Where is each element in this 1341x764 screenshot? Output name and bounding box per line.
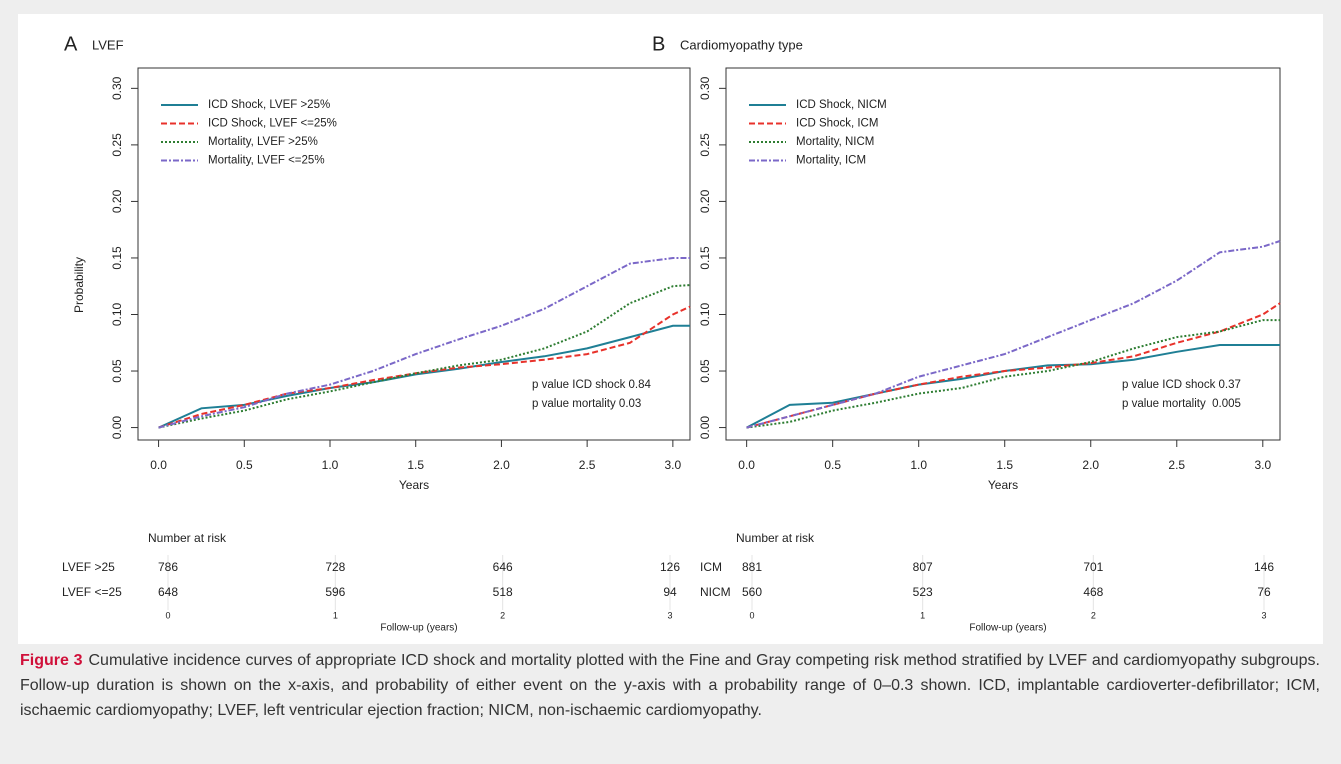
y-tick-label: 0.10 — [698, 302, 712, 326]
series-line — [746, 319, 1280, 429]
y-tick-label: 0.20 — [698, 189, 712, 213]
x-tick-label: 0.0 — [150, 458, 167, 472]
risk-value: 468 — [1083, 585, 1103, 599]
risk-tick-label: 0 — [165, 610, 170, 620]
figure — [18, 14, 1323, 644]
x-tick-label: 0.5 — [824, 458, 841, 472]
risk-value: 523 — [913, 585, 933, 599]
risk-row-label: LVEF >25 — [62, 560, 115, 574]
x-tick-label: 0.5 — [236, 458, 253, 472]
series-line — [158, 305, 691, 429]
plot-frame — [137, 67, 691, 441]
risk-title: Number at risk — [736, 531, 815, 545]
x-tick-label: 2.5 — [1168, 458, 1185, 472]
risk-x-label: Follow-up (years) — [380, 623, 457, 634]
series-line — [158, 257, 690, 429]
risk-tick-label: 0 — [749, 610, 754, 620]
y-tick-label: 0.00 — [110, 416, 124, 440]
risk-tick-label: 1 — [920, 610, 925, 620]
y-tick-label: 0.05 — [698, 359, 712, 383]
risk-value: 701 — [1083, 560, 1103, 574]
y-tick-label: 0.05 — [110, 359, 124, 383]
legend-label: ICD Shock, LVEF >25% — [208, 99, 330, 111]
risk-value: 648 — [158, 585, 178, 599]
risk-title: Number at risk — [148, 531, 227, 545]
annotation: p value ICD shock 0.84 — [532, 379, 652, 391]
risk-value: 728 — [325, 560, 345, 574]
risk-value: 807 — [913, 560, 933, 574]
panel-title: LVEF — [92, 37, 124, 52]
legend-label: ICD Shock, NICM — [796, 99, 887, 111]
x-tick-label: 2.5 — [579, 458, 596, 472]
y-tick-label: 0.10 — [110, 302, 124, 326]
risk-tick-label: 2 — [500, 610, 505, 620]
series-line — [746, 344, 1280, 429]
y-axis-label: Probability — [72, 257, 86, 313]
x-tick-label: 1.5 — [996, 458, 1013, 472]
annotation: p value mortality 0.03 — [532, 398, 641, 410]
risk-value: 94 — [663, 585, 677, 599]
risk-value: 881 — [742, 560, 762, 574]
x-tick-label: 3.0 — [665, 458, 682, 472]
y-tick-label: 0.25 — [110, 133, 124, 157]
caption-text: Cumulative incidence curves of appropria… — [20, 652, 1321, 719]
x-tick-label: 2.0 — [1082, 458, 1099, 472]
risk-value: 126 — [660, 560, 680, 574]
risk-row-label: LVEF <=25 — [62, 585, 122, 599]
x-tick-label: 2.0 — [493, 458, 510, 472]
risk-tick-label: 2 — [1091, 610, 1096, 620]
legend-label: Mortality, LVEF <=25% — [208, 155, 325, 167]
caption-label: Figure 3 — [20, 652, 83, 669]
series-line — [158, 284, 691, 429]
risk-tick-label: 1 — [333, 610, 338, 620]
caption: Figure 3 Cumulative incidence curves of a… — [20, 648, 1320, 723]
series-line — [746, 240, 1281, 429]
x-axis-label: Years — [988, 478, 1018, 492]
plot-frame — [725, 67, 1281, 441]
legend-label: Mortality, ICM — [796, 155, 866, 167]
x-tick-label: 1.0 — [910, 458, 927, 472]
risk-value: 518 — [493, 585, 513, 599]
risk-value: 786 — [158, 560, 178, 574]
y-tick-label: 0.20 — [110, 189, 124, 213]
y-tick-label: 0.30 — [698, 76, 712, 100]
series-line — [158, 324, 690, 429]
risk-value: 646 — [493, 560, 513, 574]
y-tick-label: 0.30 — [110, 76, 124, 100]
x-axis-label: Years — [399, 478, 429, 492]
risk-value: 560 — [742, 585, 762, 599]
annotation: p value ICD shock 0.37 — [1122, 379, 1241, 391]
legend-label: Mortality, LVEF >25% — [208, 136, 318, 148]
risk-tick-label: 3 — [1261, 610, 1266, 620]
risk-value: 596 — [325, 585, 345, 599]
panel-letter: B — [652, 33, 665, 55]
risk-row-label: NICM — [700, 585, 731, 599]
x-tick-label: 1.0 — [322, 458, 339, 472]
panel-letter: A — [64, 33, 78, 55]
y-tick-label: 0.15 — [110, 246, 124, 270]
risk-row-label: ICM — [700, 560, 722, 574]
legend-label: ICD Shock, LVEF <=25% — [208, 118, 337, 130]
y-tick-label: 0.25 — [698, 133, 712, 157]
x-tick-label: 3.0 — [1254, 458, 1271, 472]
legend-label: Mortality, NICM — [796, 136, 874, 148]
risk-x-label: Follow-up (years) — [969, 623, 1046, 634]
y-tick-label: 0.00 — [698, 416, 712, 440]
risk-value: 76 — [1257, 585, 1271, 599]
legend-label: ICD Shock, ICM — [796, 118, 878, 130]
risk-value: 146 — [1254, 560, 1274, 574]
risk-tick-label: 3 — [667, 610, 672, 620]
y-tick-label: 0.15 — [698, 246, 712, 270]
annotation: p value mortality 0.005 — [1122, 398, 1241, 410]
x-tick-label: 0.0 — [738, 458, 755, 472]
x-tick-label: 1.5 — [407, 458, 424, 472]
panel-title: Cardiomyopathy type — [680, 37, 803, 52]
